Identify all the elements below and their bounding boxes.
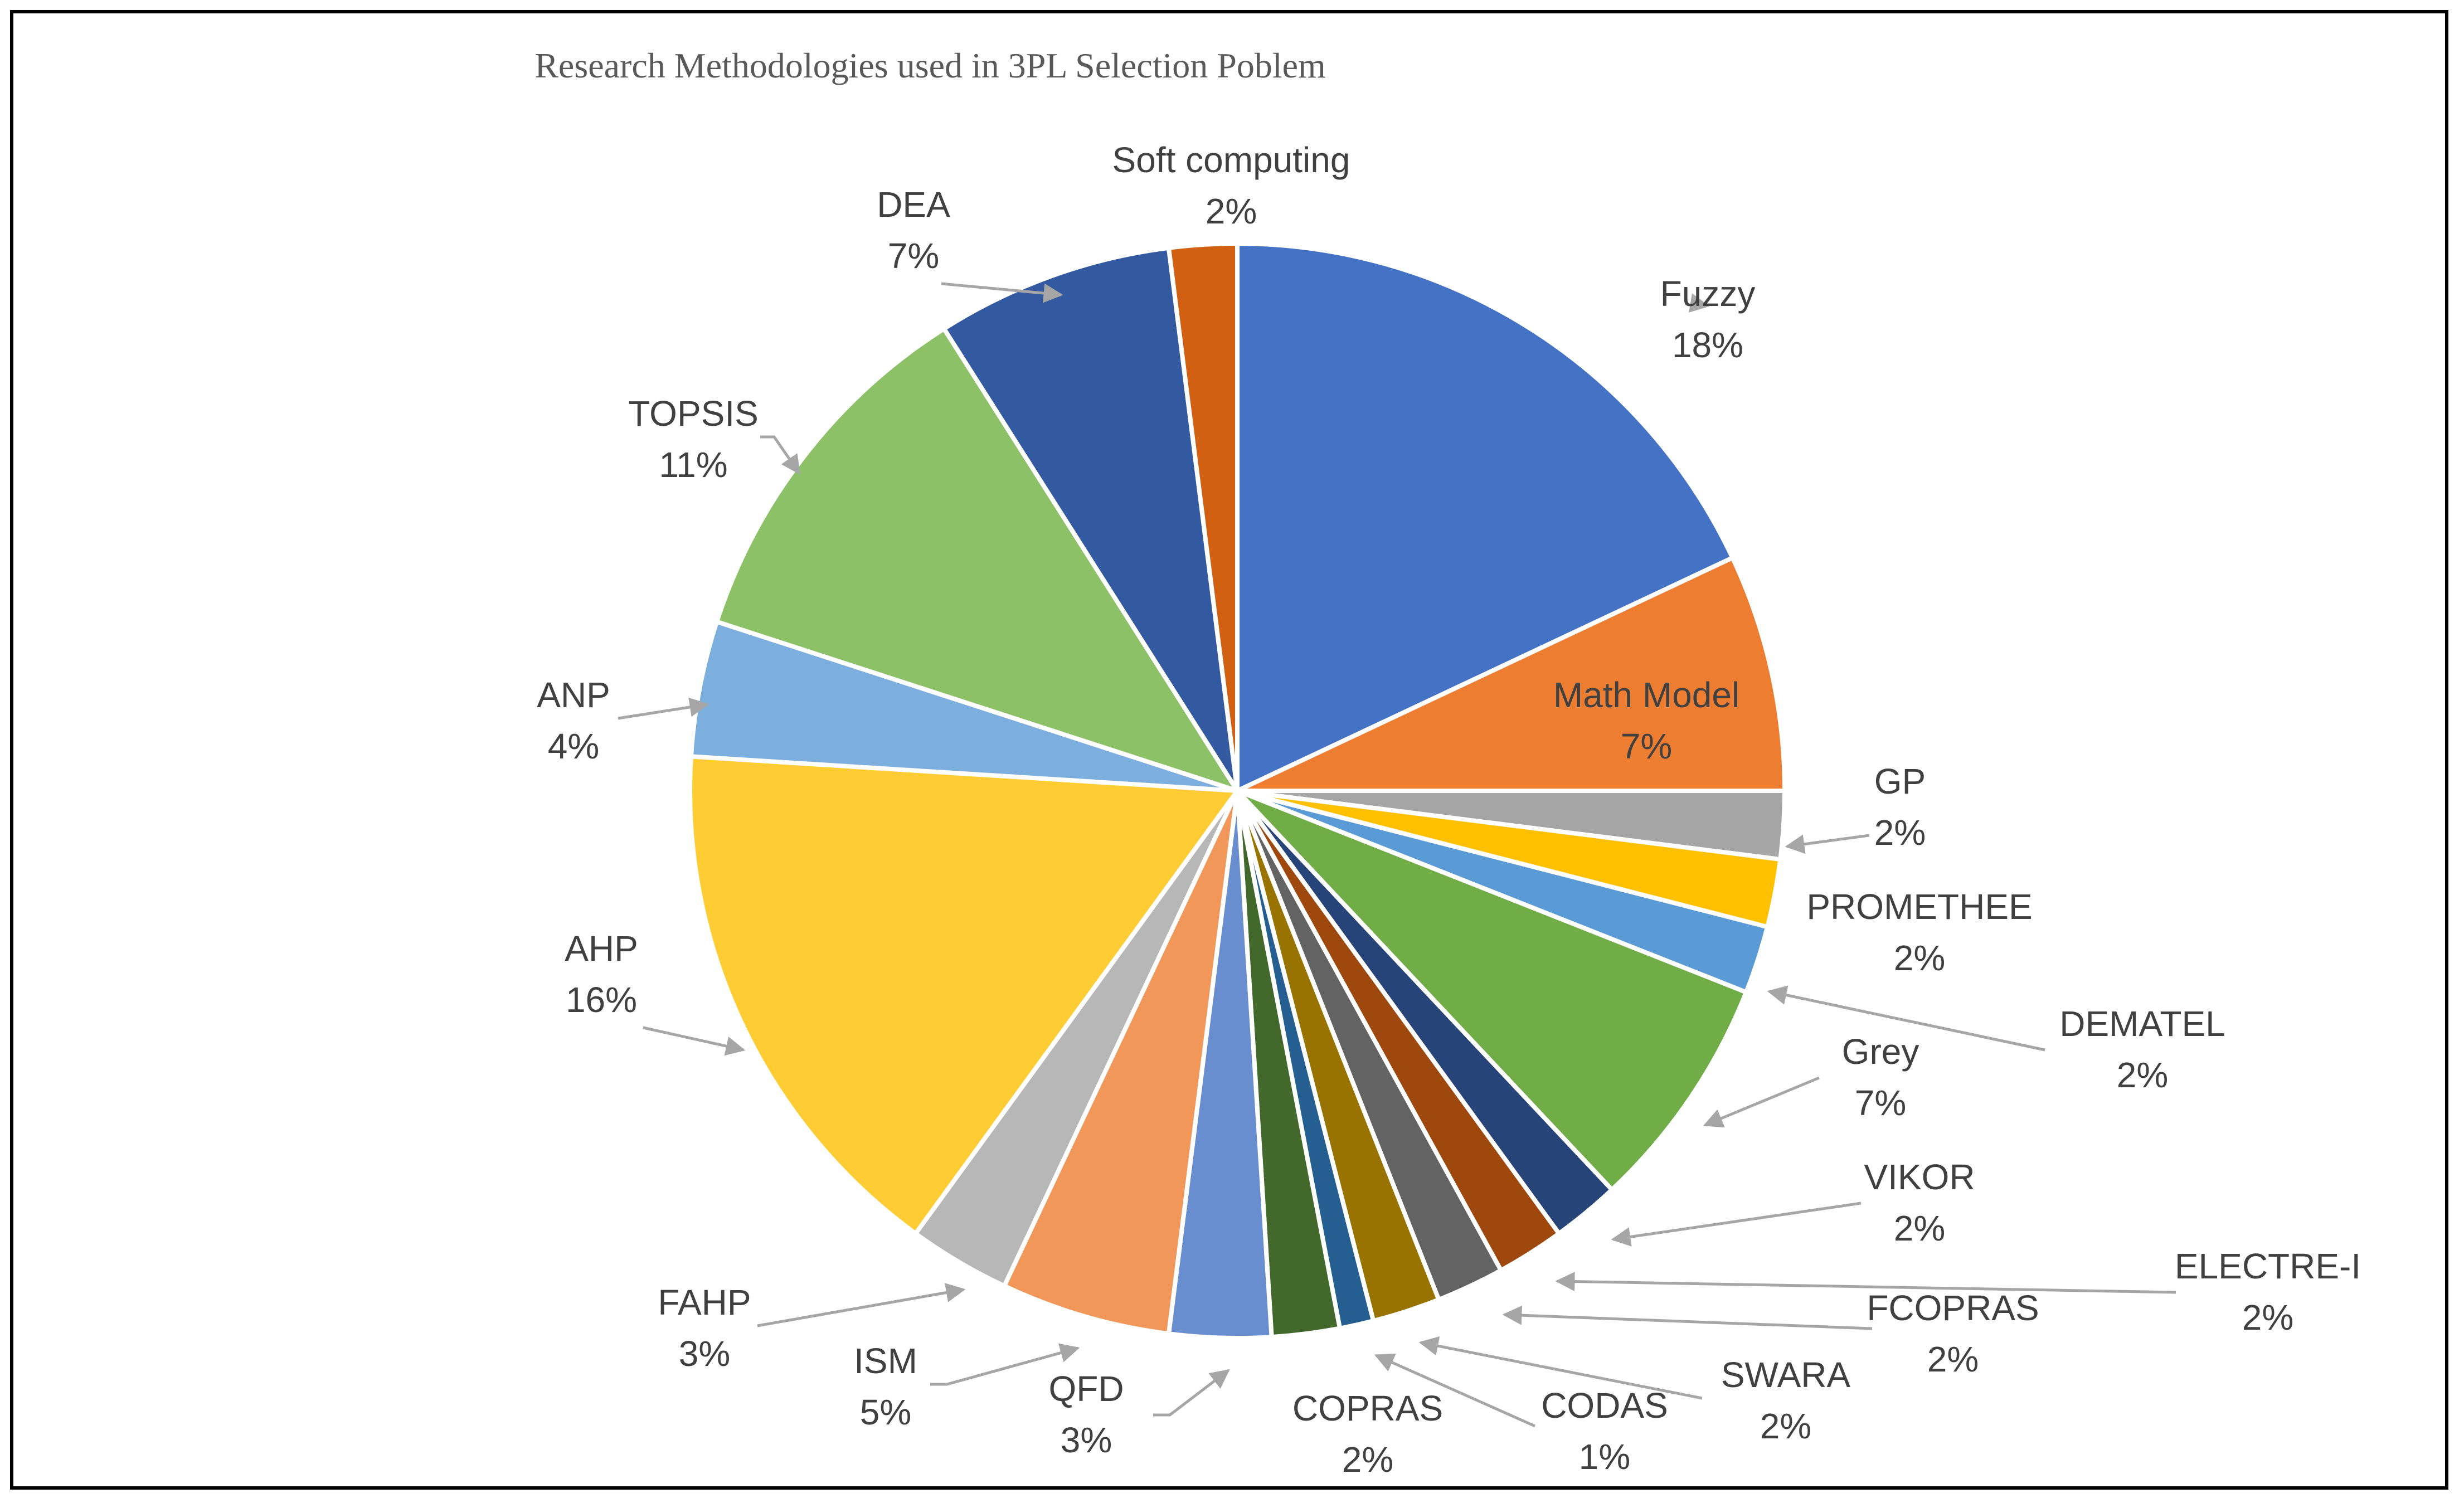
leader-line-ism xyxy=(930,1343,1080,1386)
leader-line-electre-i xyxy=(1555,1272,2176,1294)
chart-title: Research Methodologies used in 3PL Selec… xyxy=(534,46,1326,85)
leader-line-fahp xyxy=(757,1283,966,1327)
slice-value-soft-computing: 2% xyxy=(1206,191,1257,231)
slice-value-grey: 7% xyxy=(1855,1083,1907,1123)
slice-label-electre-i: ELECTRE-I xyxy=(2175,1246,2361,1286)
slice-label-swara: SWARA xyxy=(1721,1355,1851,1395)
slice-label-promethee: PROMETHEE xyxy=(1806,887,2032,927)
leader-line-dea xyxy=(941,282,1063,303)
pie-slice-ism xyxy=(1002,789,1240,1336)
pie-slices xyxy=(688,241,1787,1340)
slice-label-ism: ISM xyxy=(854,1341,917,1381)
slice-label-dea: DEA xyxy=(877,184,950,225)
slice-label-topsis: TOPSIS xyxy=(628,393,759,434)
slice-label-ahp: AHP xyxy=(565,928,638,969)
slice-value-copras: 2% xyxy=(1342,1439,1394,1480)
leader-line-swara xyxy=(1418,1336,1703,1400)
slice-label-dematel: DEMATEL xyxy=(2059,1004,2225,1044)
slice-value-promethee: 2% xyxy=(1894,938,1946,978)
leader-line-grey xyxy=(1703,1076,1820,1128)
slice-label-vikor: VIKOR xyxy=(1864,1157,1975,1197)
leader-line-gp xyxy=(1785,834,1870,854)
slice-value-swara: 2% xyxy=(1760,1406,1812,1446)
slice-label-fuzzy: Fuzzy xyxy=(1660,274,1756,314)
chart-frame: Research Methodologies used in 3PL Selec… xyxy=(10,10,2448,1490)
slice-label-math-model: Math Model xyxy=(1553,675,1739,715)
pie-slice-ahp xyxy=(688,754,1240,1236)
slice-value-fuzzy: 18% xyxy=(1672,325,1743,365)
leader-line-anp xyxy=(618,697,709,720)
slice-value-dea: 7% xyxy=(888,236,940,276)
pie-slice-dea xyxy=(941,245,1240,793)
label-leader-lines xyxy=(618,282,2176,1428)
slice-value-fcopras: 2% xyxy=(1927,1339,1979,1379)
slice-value-dematel: 2% xyxy=(2117,1055,2169,1095)
slice-value-fahp: 3% xyxy=(679,1334,731,1374)
leader-line-ahp xyxy=(643,1026,746,1056)
pie-slice-fuzzy xyxy=(1235,241,1735,793)
slice-value-qfd: 3% xyxy=(1061,1420,1112,1460)
slice-label-gp: GP xyxy=(1874,761,1926,801)
leader-line-dematel xyxy=(1767,985,2045,1052)
slice-value-topsis: 11% xyxy=(659,445,727,485)
slice-label-anp: ANP xyxy=(537,675,610,715)
pie-slice-math-model xyxy=(1235,555,1787,793)
pie-slice-grey xyxy=(1235,789,1749,1192)
slice-value-gp: 2% xyxy=(1874,813,1926,853)
leader-line-fcopras xyxy=(1502,1305,1873,1330)
slice-label-codas: CODAS xyxy=(1541,1385,1668,1426)
slice-label-qfd: QFD xyxy=(1048,1369,1124,1409)
pie-chart: Research Methodologies used in 3PL Selec… xyxy=(534,46,2361,1480)
slice-value-math-model: 7% xyxy=(1621,726,1673,766)
slice-label-fcopras: FCOPRAS xyxy=(1867,1288,2039,1328)
slice-value-vikor: 2% xyxy=(1894,1208,1946,1248)
pie-slice-soft-computing xyxy=(1166,241,1240,793)
slice-value-ism: 5% xyxy=(860,1392,912,1432)
pie-slice-topsis xyxy=(715,326,1240,793)
slice-label-fahp: FAHP xyxy=(658,1282,751,1322)
slice-value-codas: 1% xyxy=(1579,1437,1631,1477)
data-labels: Fuzzy 18% Math Model 7% GP 2% PROMETHEE 2% DEMAT… xyxy=(537,140,2361,1480)
leader-line-vikor xyxy=(1611,1202,1862,1247)
leader-line-codas xyxy=(1374,1353,1536,1428)
leader-line-topsis xyxy=(760,435,801,475)
slice-label-soft-computing: Soft computing xyxy=(1112,140,1350,180)
leader-line-qfd xyxy=(1153,1369,1230,1417)
slice-value-electre-i: 2% xyxy=(2242,1297,2294,1337)
slice-value-anp: 4% xyxy=(548,726,600,766)
slice-label-grey: Grey xyxy=(1842,1032,1919,1072)
slice-label-copras: COPRAS xyxy=(1292,1388,1443,1428)
slice-value-ahp: 16% xyxy=(566,980,637,1020)
